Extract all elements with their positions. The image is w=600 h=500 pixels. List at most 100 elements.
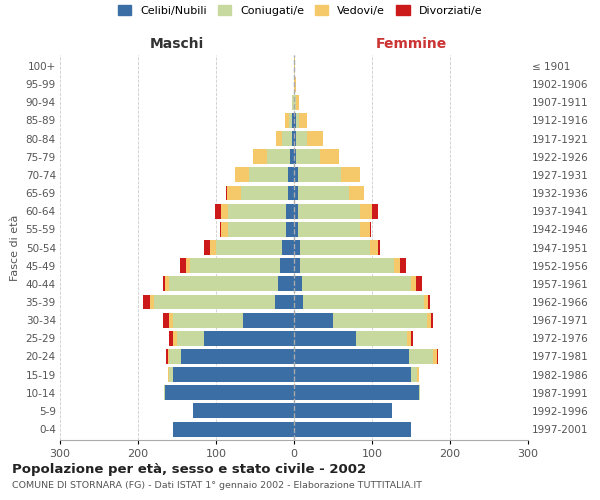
Bar	[294, 58, 295, 74]
Bar	[244, 312, 294, 328]
Bar	[294, 422, 411, 436]
Bar	[294, 222, 298, 237]
Bar	[296, 95, 299, 110]
Bar	[294, 131, 296, 146]
Bar	[411, 367, 417, 382]
Bar	[249, 168, 288, 182]
Bar	[169, 349, 181, 364]
Bar	[177, 331, 204, 345]
Bar	[437, 349, 438, 364]
Bar	[181, 349, 294, 364]
Bar	[419, 386, 421, 400]
Bar	[356, 331, 407, 345]
Bar	[294, 95, 296, 110]
Bar	[180, 258, 187, 273]
Bar	[169, 331, 173, 345]
Bar	[280, 258, 294, 273]
Bar	[288, 168, 294, 182]
Bar	[298, 222, 360, 237]
Bar	[294, 186, 298, 200]
Bar	[286, 113, 289, 128]
Bar	[431, 312, 433, 328]
Bar	[294, 404, 392, 418]
Bar	[292, 113, 294, 128]
Bar	[294, 312, 333, 328]
Bar	[407, 331, 411, 345]
Bar	[143, 294, 150, 310]
Bar	[286, 222, 294, 237]
Bar	[288, 186, 294, 200]
Bar	[294, 204, 298, 218]
Bar	[228, 222, 286, 237]
Bar	[187, 258, 190, 273]
Y-axis label: Anni di nascita: Anni di nascita	[597, 206, 600, 289]
Bar	[294, 76, 296, 92]
Bar	[220, 222, 221, 237]
Bar	[417, 367, 419, 382]
Bar	[394, 258, 400, 273]
Bar	[360, 204, 372, 218]
Y-axis label: Fasce di età: Fasce di età	[10, 214, 20, 280]
Bar	[169, 312, 173, 328]
Bar	[190, 258, 280, 273]
Bar	[235, 168, 249, 182]
Bar	[163, 276, 165, 291]
Bar	[409, 349, 433, 364]
Bar	[298, 186, 349, 200]
Bar	[283, 131, 292, 146]
Bar	[227, 186, 241, 200]
Bar	[203, 240, 210, 255]
Bar	[294, 258, 300, 273]
Bar	[294, 294, 304, 310]
Bar	[173, 331, 177, 345]
Bar	[292, 131, 294, 146]
Bar	[320, 150, 339, 164]
Bar	[292, 95, 294, 110]
Bar	[294, 113, 296, 128]
Bar	[173, 312, 244, 328]
Bar	[302, 276, 411, 291]
Bar	[360, 222, 370, 237]
Bar	[167, 349, 169, 364]
Bar	[276, 131, 283, 146]
Bar	[165, 386, 294, 400]
Bar	[226, 186, 227, 200]
Bar	[300, 240, 370, 255]
Bar	[163, 312, 169, 328]
Bar	[173, 422, 294, 436]
Bar	[298, 168, 341, 182]
Bar	[427, 312, 431, 328]
Bar	[221, 222, 228, 237]
Bar	[296, 131, 307, 146]
Bar	[294, 386, 419, 400]
Bar	[294, 168, 298, 182]
Bar	[228, 204, 286, 218]
Bar	[378, 240, 380, 255]
Bar	[286, 204, 294, 218]
Bar	[241, 186, 288, 200]
Bar	[370, 222, 371, 237]
Bar	[304, 294, 424, 310]
Bar	[411, 276, 416, 291]
Bar	[210, 240, 216, 255]
Bar	[298, 204, 360, 218]
Text: COMUNE DI STORNARA (FG) - Dati ISTAT 1° gennaio 2002 - Elaborazione TUTTITALIA.I: COMUNE DI STORNARA (FG) - Dati ISTAT 1° …	[12, 481, 422, 490]
Bar	[166, 349, 167, 364]
Bar	[167, 367, 169, 382]
Bar	[428, 294, 430, 310]
Bar	[296, 113, 299, 128]
Bar	[253, 150, 266, 164]
Bar	[294, 349, 409, 364]
Bar	[290, 150, 294, 164]
Bar	[349, 186, 364, 200]
Bar	[289, 113, 292, 128]
Bar	[173, 367, 294, 382]
Bar	[341, 168, 360, 182]
Bar	[150, 294, 154, 310]
Bar	[221, 204, 228, 218]
Bar	[267, 150, 290, 164]
Bar	[333, 312, 427, 328]
Bar	[299, 113, 307, 128]
Text: Popolazione per età, sesso e stato civile - 2002: Popolazione per età, sesso e stato civil…	[12, 462, 366, 475]
Bar	[275, 294, 294, 310]
